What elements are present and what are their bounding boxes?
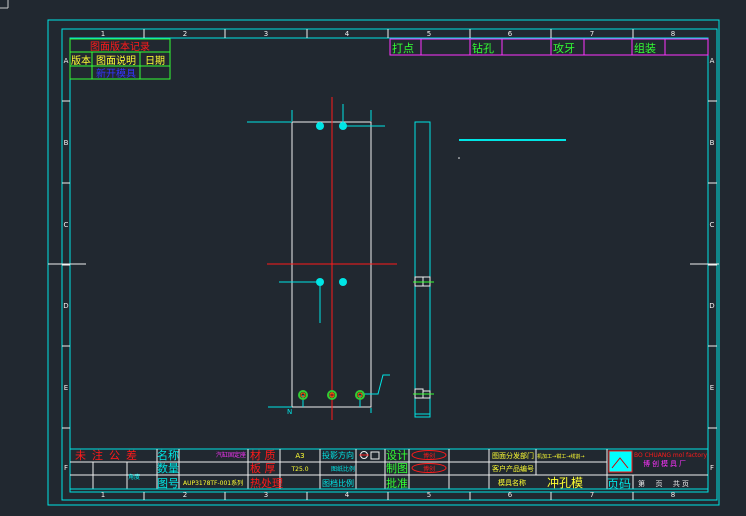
part-name: 汽缸固定座 <box>216 451 246 459</box>
zone-row-label: F <box>64 464 68 472</box>
tolerance-label: 未注公差 <box>75 448 143 462</box>
zone-column-label: 1 <box>101 30 105 38</box>
zone-row-label: D <box>63 302 68 310</box>
revision-table-title: 图面版本记录 <box>90 40 150 53</box>
threaded-hole[interactable] <box>327 390 337 400</box>
zone-column-label: 8 <box>671 491 675 499</box>
quantity-label: 数量 <box>157 462 179 475</box>
zone-column-label: 7 <box>590 30 594 38</box>
mold-name: 冲孔模 <box>547 475 583 490</box>
hole[interactable] <box>316 122 324 130</box>
zone-column-label: 8 <box>671 30 675 38</box>
zone-column-label: 1 <box>101 491 105 499</box>
projection-symbol-icon <box>359 451 380 460</box>
zone-column-label: 2 <box>183 30 187 38</box>
zone-row-label: E <box>64 384 68 392</box>
process-step-dotting: 打点 <box>392 41 414 55</box>
threaded-hole[interactable] <box>298 390 308 400</box>
revision-header-description: 图面说明 <box>96 54 136 67</box>
company-name-en: BO CHUANG mol factory <box>634 452 708 459</box>
zone-column-label: 6 <box>508 30 513 38</box>
customer-no-label: 客户产品编号 <box>492 464 534 473</box>
department-value: 机加工→钳工→线割→ <box>537 453 585 460</box>
threaded-holes <box>298 390 365 400</box>
title-block: 未注公差 角度 名称 数量 图号 汽缸固定座 AUP3178TF-001系列 材… <box>70 448 708 491</box>
threaded-hole[interactable] <box>355 390 365 400</box>
design-label: 设计 <box>386 449 408 462</box>
thickness-label: 板 厚 <box>250 461 276 475</box>
angle-label: 角度 <box>128 473 140 481</box>
drawing-number: AUP3178TF-001系列 <box>183 479 243 487</box>
dimension-lines <box>247 104 390 413</box>
company-name-cn: 博创模具厂 <box>643 459 688 468</box>
process-table: 打点 钻孔 攻牙 组装 <box>389 38 709 56</box>
hole[interactable] <box>316 278 324 286</box>
hole[interactable] <box>339 278 347 286</box>
process-step-assembly: 组装 <box>634 41 656 55</box>
zone-row-label: B <box>710 139 715 147</box>
heat-treatment-label: 热处理 <box>250 477 283 490</box>
page-label: 页码 <box>607 477 631 491</box>
zone-ticks <box>62 29 717 500</box>
zone-column-label: 3 <box>264 491 268 499</box>
process-step-drilling: 钻孔 <box>472 41 494 55</box>
zone-column-label: 4 <box>345 491 350 499</box>
zone-row-label: A <box>710 57 715 65</box>
side-view[interactable] <box>413 121 434 418</box>
material-value: A3 <box>295 452 304 460</box>
zone-column-label: 4 <box>345 30 350 38</box>
company-logo <box>608 450 633 473</box>
zone-row-label: C <box>64 221 69 229</box>
process-step-tapping: 攻牙 <box>553 41 575 55</box>
zone-labels: 1 1 2 2 3 3 4 4 5 5 6 6 7 7 8 8 A A B B C C D D E E F F <box>63 30 714 499</box>
hole[interactable] <box>339 122 347 130</box>
zone-column-label: 5 <box>427 30 431 38</box>
drafting-label: 制图 <box>386 462 408 475</box>
revision-description: 新开模具 <box>96 67 136 80</box>
stamp-text: 博创 <box>423 465 435 473</box>
zone-row-label: F <box>710 464 714 472</box>
paper-scale-label: 图纸比例 <box>331 465 355 473</box>
zone-column-label: 6 <box>508 491 513 499</box>
center-lines <box>267 97 397 420</box>
page-text: 第 页 共页 <box>638 479 691 488</box>
stamp-text: 博创 <box>423 452 435 460</box>
zone-column-label: 2 <box>183 491 187 499</box>
holes <box>316 122 347 286</box>
point-marker <box>458 157 460 159</box>
zone-row-label: E <box>710 384 714 392</box>
mold-name-label: 模具名称 <box>498 478 526 487</box>
revision-header-version: 版本 <box>71 54 91 67</box>
revision-table: 图面版本记录 版本 图面说明 日期 新开模具 <box>69 38 171 80</box>
zone-column-label: 7 <box>590 491 594 499</box>
department-label: 图面分发部门 <box>492 451 534 460</box>
name-label: 名称 <box>157 448 179 462</box>
zone-row-label: A <box>64 57 69 65</box>
zone-row-label: C <box>710 221 715 229</box>
drawing-no-label: 图号 <box>157 477 179 490</box>
zone-column-label: 3 <box>264 30 268 38</box>
zone-row-label: D <box>709 302 714 310</box>
approve-label: 批准 <box>386 476 408 490</box>
zone-column-label: 5 <box>427 491 431 499</box>
front-view[interactable]: N <box>247 97 397 420</box>
zone-row-label: B <box>64 139 69 147</box>
material-label: 材 质 <box>250 448 276 462</box>
projection-label: 投影方向 <box>322 450 354 460</box>
file-scale-label: 图档比例 <box>322 478 354 488</box>
thickness-value: T25.0 <box>290 466 308 473</box>
approval-stamp-icon: 博创 博创 <box>411 450 447 473</box>
revision-header-date: 日期 <box>145 55 165 67</box>
dimension-mark: N <box>287 408 292 416</box>
